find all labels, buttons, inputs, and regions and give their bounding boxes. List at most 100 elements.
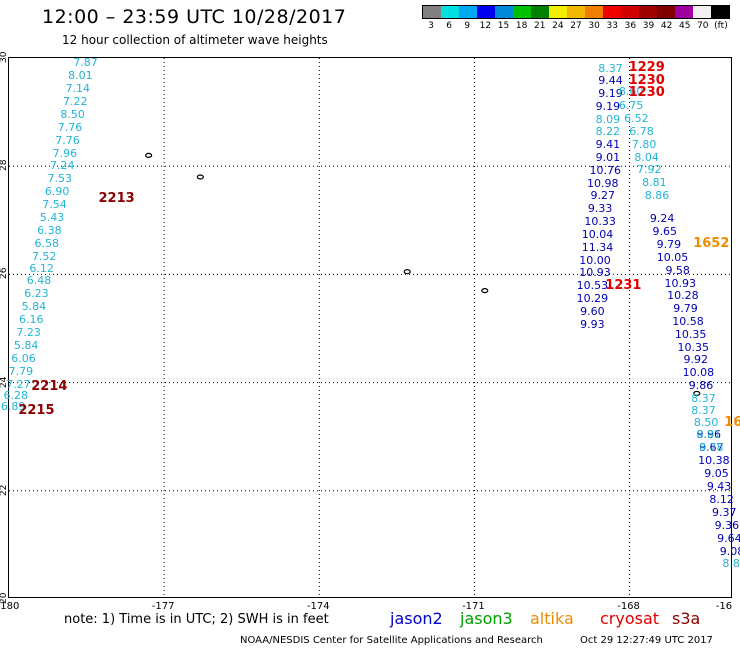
wave-height-value: 10.35 bbox=[677, 340, 709, 354]
pass-time-label: 1652 bbox=[693, 236, 730, 252]
island-outline bbox=[481, 288, 489, 294]
wave-height-value: 7.27 bbox=[6, 378, 31, 392]
pass-time-label: 1229 bbox=[628, 59, 665, 75]
map-title: 12:00 – 23:59 UTC 10/28/2017 bbox=[42, 6, 347, 28]
wave-height-value: 9.37 bbox=[711, 505, 737, 519]
wave-height-value: 8.37 bbox=[598, 61, 623, 75]
wave-height-value: 7.96 bbox=[52, 146, 78, 160]
wave-height-value: 10.29 bbox=[576, 292, 609, 306]
color-swatch bbox=[675, 6, 693, 18]
wave-height-value: 11.34 bbox=[581, 240, 614, 254]
wave-height-value: 9.65 bbox=[652, 225, 678, 239]
wave-height-value: 6.89 bbox=[0, 399, 26, 413]
satellite-legend-cryosat: cryosat bbox=[600, 609, 660, 628]
color-swatch bbox=[513, 6, 531, 18]
color-swatch bbox=[693, 6, 711, 18]
wave-height-value: 9.01 bbox=[595, 151, 621, 165]
wave-height-value: 8.81 bbox=[642, 175, 667, 189]
satellite-legend-jason2: jason2 bbox=[390, 609, 443, 628]
wave-height-value: 8.78 bbox=[699, 441, 724, 455]
x-tick-label: -174 bbox=[306, 601, 330, 612]
color-scale-label: 42 bbox=[660, 21, 673, 31]
wave-height-value: 9.36 bbox=[714, 518, 740, 532]
wave-height-value: 9.60 bbox=[580, 305, 605, 319]
color-scale-label: 27 bbox=[570, 21, 582, 31]
color-swatch bbox=[459, 6, 477, 18]
wave-height-value: 10.05 bbox=[656, 250, 689, 264]
wave-height-value: 10.98 bbox=[586, 176, 619, 190]
wave-height-value: 6.78 bbox=[629, 124, 654, 138]
wave-height-value: 6.23 bbox=[24, 287, 49, 301]
wave-height-value: 8.22 bbox=[595, 125, 621, 139]
wave-height-value: 10.93 bbox=[579, 266, 611, 280]
wave-height-value: 9.43 bbox=[706, 480, 732, 493]
island-outline bbox=[403, 269, 411, 275]
wave-height-value: 6.16 bbox=[19, 313, 44, 327]
wave-height-value: 9.96 bbox=[696, 428, 721, 442]
map-plot-area[interactable] bbox=[8, 57, 732, 598]
map-subtitle: 12 hour collection of altimeter wave hei… bbox=[62, 33, 328, 47]
x-tick-label: -180 bbox=[0, 601, 20, 612]
wave-height-value: 8.12 bbox=[709, 492, 734, 506]
wave-height-value: 7.53 bbox=[47, 172, 72, 186]
color-scale-label: 70 bbox=[697, 21, 709, 31]
color-scale-label: (ft) bbox=[714, 21, 728, 31]
wave-height-value: 6.90 bbox=[44, 185, 70, 199]
wave-height-value: 5.84 bbox=[21, 300, 47, 314]
wave-height-value: 7.92 bbox=[637, 162, 662, 176]
wave-height-value: 9.79 bbox=[656, 237, 682, 251]
color-scale-label: 3 bbox=[428, 21, 434, 31]
color-scale-label: 36 bbox=[624, 21, 637, 31]
satellite-legend-altika: altika bbox=[530, 609, 574, 628]
wave-height-value: 8.09 bbox=[595, 112, 621, 126]
wave-height-value: 9.33 bbox=[587, 202, 613, 216]
color-scale-label: 12 bbox=[479, 21, 492, 31]
x-tick-label: -177 bbox=[151, 601, 175, 612]
wave-height-value: 6.48 bbox=[26, 274, 52, 288]
wave-height-value: 9.67 bbox=[699, 441, 724, 455]
wave-height-value: 10.08 bbox=[682, 366, 715, 380]
color-swatch bbox=[477, 6, 495, 18]
wave-height-value: 7.14 bbox=[65, 82, 91, 96]
color-scale-label: 30 bbox=[588, 21, 600, 31]
x-tick-label: -168 bbox=[617, 601, 640, 612]
color-swatch bbox=[549, 6, 567, 18]
wave-height-value: 8.50 bbox=[60, 107, 85, 121]
color-scale-label: 39 bbox=[642, 21, 655, 31]
wave-height-value: 6.58 bbox=[34, 236, 60, 250]
color-swatch bbox=[495, 6, 513, 18]
y-tick-label: 20 bbox=[0, 592, 9, 604]
wave-height-value: 10.58 bbox=[672, 315, 704, 328]
pass-time-label: 1230 bbox=[628, 72, 665, 88]
wave-height-value: 7.76 bbox=[55, 133, 80, 147]
wave-height-value: 9.79 bbox=[673, 302, 698, 316]
wave-height-value: 6.52 bbox=[624, 111, 649, 125]
x-tick-label: -171 bbox=[462, 601, 485, 612]
wave-height-value: 9.19 bbox=[595, 99, 621, 113]
map-grid-svg bbox=[9, 58, 731, 597]
generation-timestamp: Oct 29 12:27:49 UTC 2017 bbox=[580, 635, 713, 646]
wave-height-value: 6.28 bbox=[3, 388, 29, 402]
pass-time-label: 1651 bbox=[724, 415, 740, 431]
wave-height-value: 10.53 bbox=[576, 279, 609, 293]
wave-height-value: 6.12 bbox=[29, 261, 54, 275]
credit-line: NOAA/NESDIS Center for Satellite Applica… bbox=[240, 635, 543, 646]
color-swatch bbox=[423, 6, 441, 18]
color-swatch bbox=[657, 6, 675, 18]
wave-height-value: 8.04 bbox=[634, 150, 659, 164]
color-scale-label: 18 bbox=[515, 21, 528, 31]
pass-time-label: 2214 bbox=[31, 378, 68, 394]
wave-height-value: 9.93 bbox=[580, 318, 605, 332]
wave-height-value: 10.35 bbox=[674, 327, 707, 341]
wave-height-value: 6.06 bbox=[11, 352, 36, 366]
wave-height-value: 9.24 bbox=[649, 212, 675, 226]
wave-height-value: 8.60 bbox=[618, 84, 644, 98]
wave-height-value: 7.76 bbox=[57, 120, 83, 134]
x-tick-label: -16 bbox=[715, 601, 733, 612]
wave-height-value: 8.50 bbox=[693, 415, 719, 429]
wave-height-value: 7.80 bbox=[631, 137, 657, 151]
color-scale-bar bbox=[422, 5, 730, 19]
color-swatch bbox=[441, 6, 459, 18]
wave-height-value: 10.38 bbox=[698, 454, 730, 468]
island-outline bbox=[145, 152, 153, 158]
